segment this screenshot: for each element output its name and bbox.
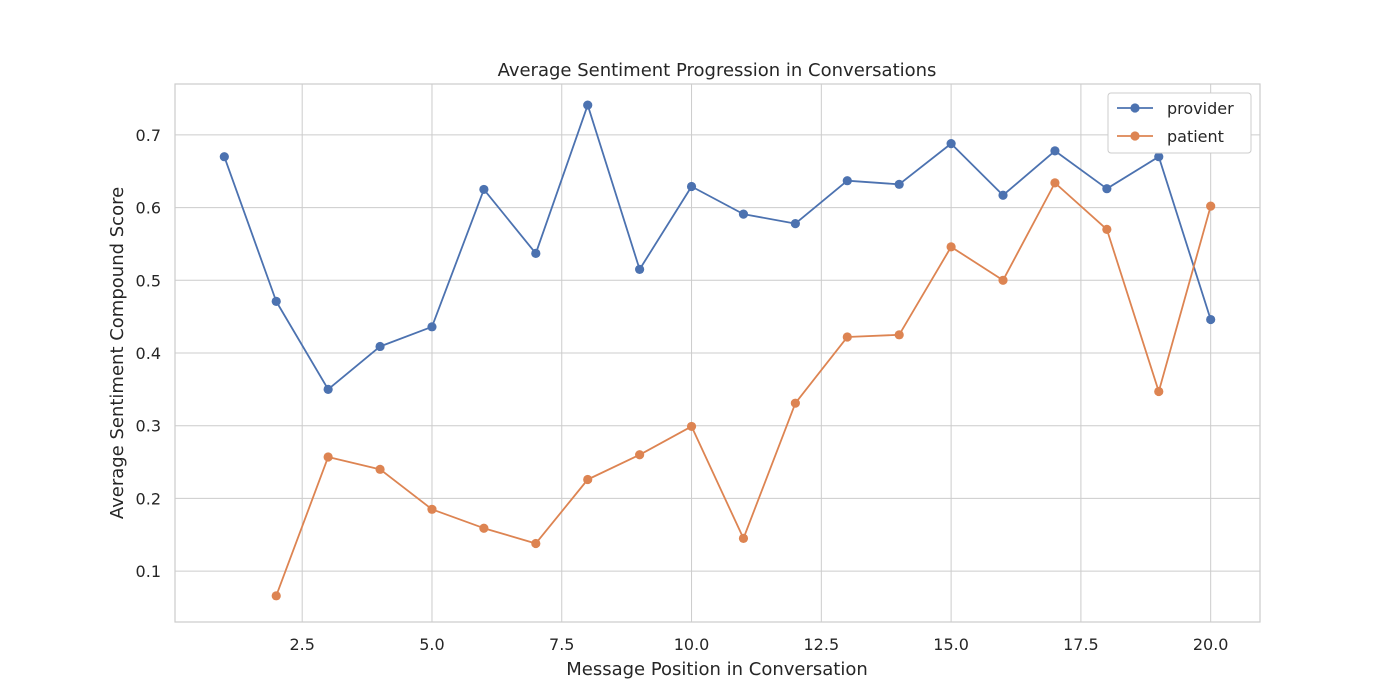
provider-line — [223, 104, 1212, 391]
provider-point — [738, 209, 749, 219]
y-tick-label: 0.4 — [136, 344, 161, 363]
provider-point — [790, 218, 800, 229]
provider-point — [894, 179, 904, 189]
y-axis-ticks: 0.1 0.2 0.3 0.4 0.5 0.6 0.7 — [136, 126, 161, 581]
x-tick-label: 15.0 — [933, 635, 969, 654]
provider-point — [427, 322, 437, 332]
series-provider — [219, 100, 1216, 394]
patient-point — [323, 452, 333, 462]
provider-point — [686, 181, 697, 192]
provider-point — [375, 341, 385, 352]
patient-point — [1206, 201, 1216, 211]
patient-point — [271, 591, 281, 601]
x-tick-label: 20.0 — [1193, 635, 1229, 654]
provider-point — [946, 139, 956, 149]
x-tick-label: 17.5 — [1063, 635, 1099, 654]
patient-point — [583, 474, 593, 485]
y-tick-label: 0.2 — [136, 489, 161, 508]
grid-lines — [175, 84, 1260, 622]
patient-point — [790, 398, 800, 408]
legend-marker-provider — [1130, 103, 1140, 113]
patient-point — [427, 504, 437, 514]
patient-point — [686, 421, 697, 432]
series-layer — [219, 100, 1216, 601]
x-tick-label: 5.0 — [419, 635, 444, 654]
legend-label-provider: provider — [1167, 99, 1234, 118]
y-tick-label: 0.6 — [136, 199, 161, 218]
patient-point — [842, 332, 852, 342]
patient-point — [1050, 178, 1060, 188]
patient-point — [946, 242, 956, 252]
patient-point — [635, 450, 645, 460]
provider-point — [1206, 314, 1216, 325]
legend-marker-patient — [1130, 131, 1140, 141]
legend-label-patient: patient — [1167, 127, 1224, 146]
y-tick-label: 0.3 — [136, 417, 161, 436]
y-tick-label: 0.7 — [136, 126, 161, 145]
patient-point — [738, 533, 749, 543]
provider-point — [479, 184, 489, 195]
x-tick-label: 2.5 — [289, 635, 314, 654]
x-tick-label: 12.5 — [804, 635, 840, 654]
provider-point — [1154, 152, 1164, 162]
series-patient — [271, 178, 1216, 601]
provider-point — [583, 100, 593, 110]
provider-point — [998, 190, 1008, 200]
patient-point — [998, 275, 1008, 285]
y-axis-title: Average Sentiment Compound Score — [107, 187, 128, 519]
legend: provider patient — [1107, 92, 1252, 154]
x-tick-label: 7.5 — [549, 635, 574, 654]
provider-point — [323, 384, 333, 394]
provider-point — [1050, 146, 1060, 156]
patient-point — [479, 523, 489, 533]
patient-point — [375, 464, 385, 474]
x-tick-label: 10.0 — [674, 635, 710, 654]
patient-point — [894, 330, 904, 340]
patient-point — [1154, 386, 1164, 397]
chart-title: Average Sentiment Progression in Convers… — [498, 60, 937, 81]
provider-point — [531, 248, 541, 258]
provider-point — [219, 152, 229, 162]
x-axis-ticks: 2.5 5.0 7.5 10.0 12.5 15.0 17.5 20.0 — [289, 635, 1228, 654]
y-tick-label: 0.1 — [136, 562, 161, 581]
provider-point — [635, 264, 645, 274]
provider-point — [1102, 184, 1112, 194]
patient-point — [1102, 224, 1112, 235]
provider-point — [842, 176, 852, 186]
patient-point — [531, 538, 541, 549]
x-axis-title: Message Position in Conversation — [566, 659, 868, 680]
provider-point — [271, 296, 281, 306]
y-tick-label: 0.5 — [136, 271, 161, 290]
